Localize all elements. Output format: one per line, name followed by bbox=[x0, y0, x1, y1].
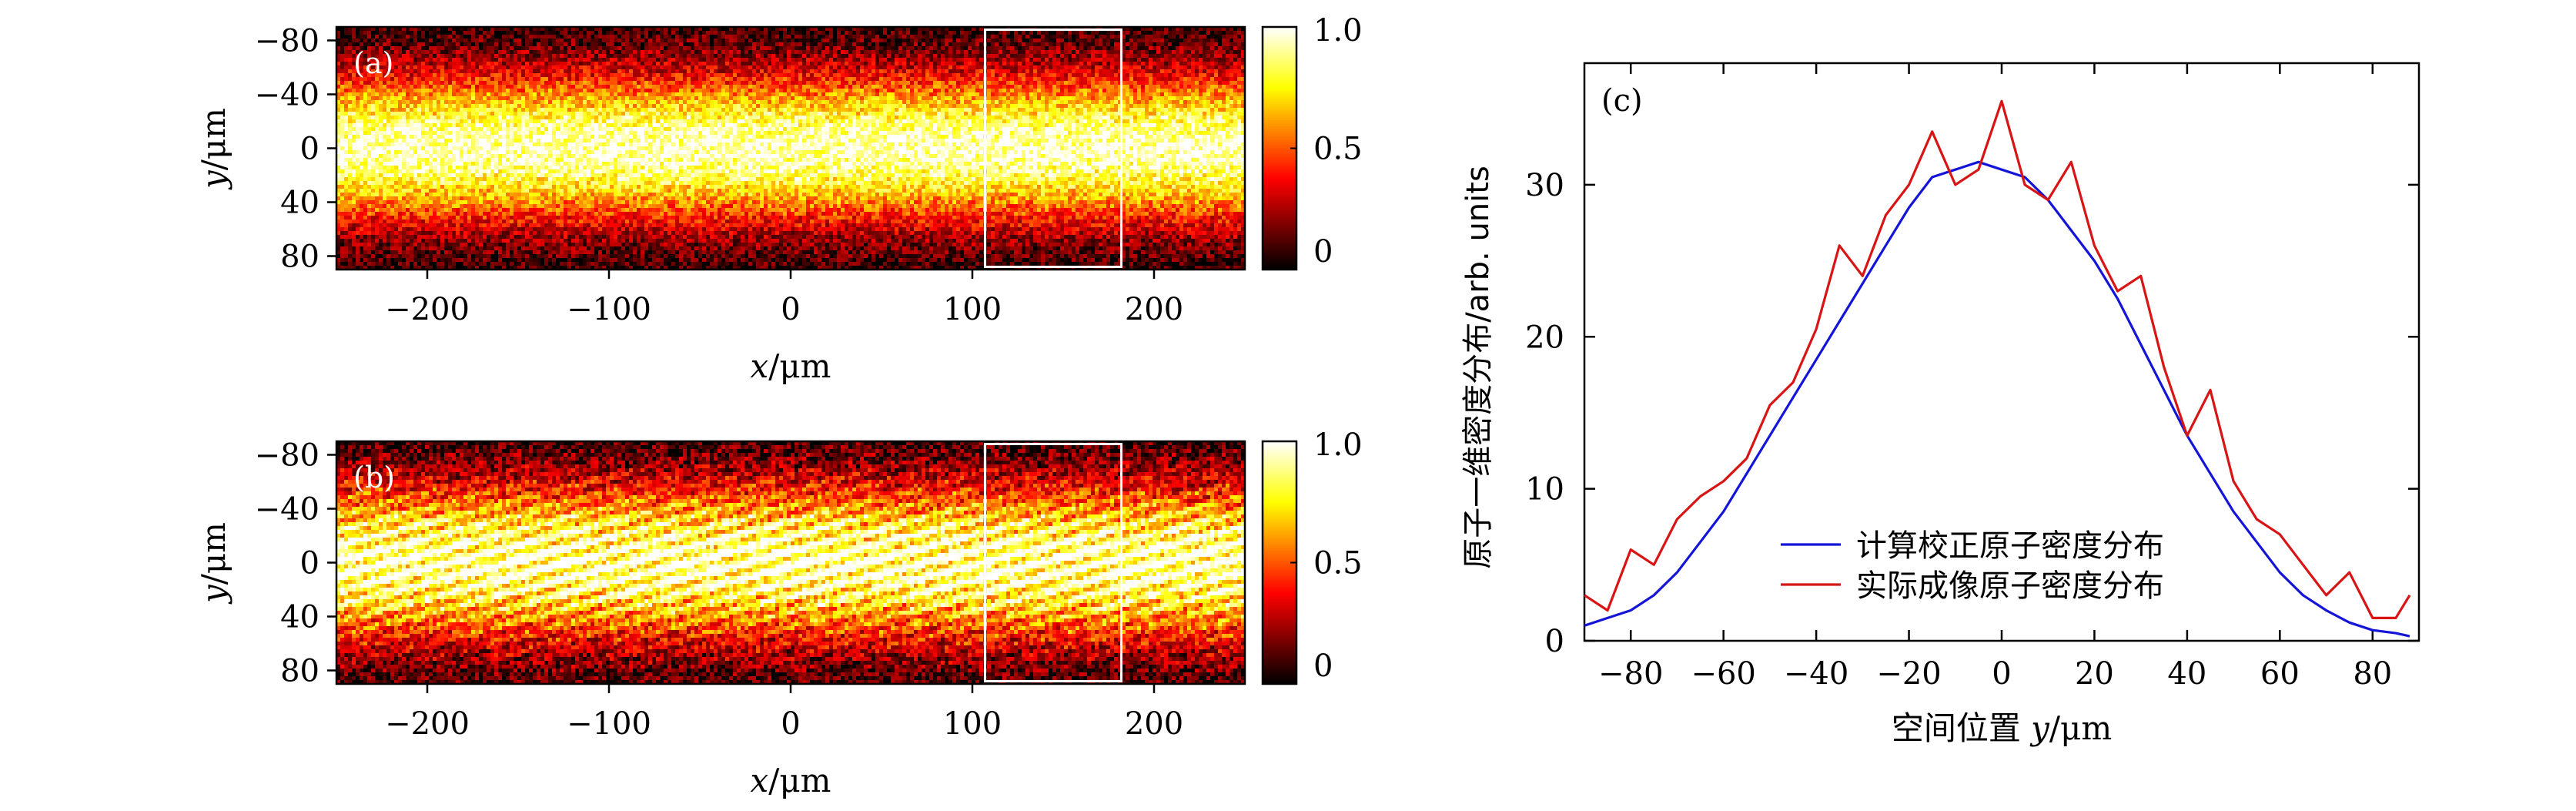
heatmap-panel-b: (b)−200 −100 0 100 200−80−4004080x/μmy/μm1.0… bbox=[195, 427, 1363, 799]
x-axis-unit: /μm bbox=[768, 347, 831, 385]
colorbar-tick-label: 0 bbox=[1313, 234, 1333, 270]
x-tick-label: −60 bbox=[1691, 656, 1755, 692]
y-axis-unit: /μm bbox=[195, 522, 233, 585]
x-tick-label: 20 bbox=[2075, 656, 2114, 692]
y-tick-label: 40 bbox=[280, 600, 319, 635]
y-tick-label: −40 bbox=[255, 492, 319, 528]
x-tick-label: −200 bbox=[385, 706, 470, 742]
x-axis-unit: /μm bbox=[2049, 709, 2112, 747]
y-axis-label: y/μm bbox=[195, 108, 233, 190]
series-line-2 bbox=[1584, 99, 2411, 619]
x-axis-label: x/μm bbox=[751, 347, 831, 385]
x-tick-label: −80 bbox=[1598, 656, 1663, 692]
panel-label: (c) bbox=[1601, 83, 1643, 119]
colorbar-tick-label: 1.0 bbox=[1313, 427, 1363, 463]
legend-label-1: 计算校正原子密度分布 bbox=[1856, 528, 2164, 564]
line-chart-panel-c: −80 −60 −40 −20 0 20 40 60 80 0 10 20 30 (c) 计算校正原子密度分… bbox=[1460, 62, 2420, 747]
panel-label: (a) bbox=[353, 46, 393, 80]
highlight-box bbox=[984, 28, 1123, 268]
colorbar bbox=[1263, 27, 1296, 270]
x-tick-label: 0 bbox=[781, 706, 800, 742]
x-tick-label: −100 bbox=[567, 292, 651, 327]
x-axis-var: x bbox=[751, 762, 769, 799]
y-tick-label: 10 bbox=[1525, 472, 1564, 508]
x-tick-label: 200 bbox=[1125, 706, 1183, 742]
x-tick-label: 200 bbox=[1125, 292, 1183, 327]
x-tick-label: 0 bbox=[1992, 656, 2011, 692]
y-tick-label: 80 bbox=[280, 240, 319, 275]
y-tick-label: 20 bbox=[1525, 320, 1564, 355]
colorbar-tick-label: 1.0 bbox=[1313, 13, 1363, 49]
x-tick-label: −100 bbox=[567, 706, 651, 742]
x-axis-text: 空间位置 bbox=[1892, 709, 2031, 747]
y-tick-label: 30 bbox=[1525, 168, 1564, 203]
x-tick-label: 40 bbox=[2167, 656, 2206, 692]
y-axis-unit: /μm bbox=[195, 108, 233, 170]
legend-label-2: 实际成像原子密度分布 bbox=[1856, 568, 2164, 604]
heatmap-cells bbox=[336, 441, 1246, 685]
y-tick-label: 0 bbox=[300, 546, 319, 581]
colorbar-tick-label: 0.5 bbox=[1313, 546, 1363, 581]
heatmap-cells bbox=[336, 27, 1246, 270]
colorbar-tick-label: 0.5 bbox=[1313, 132, 1363, 167]
x-tick-label: −200 bbox=[385, 292, 470, 327]
panel-label: (b) bbox=[353, 461, 395, 494]
y-axis-var: y bbox=[195, 169, 233, 190]
y-tick-label: −80 bbox=[255, 438, 319, 474]
x-tick-label: −40 bbox=[1784, 656, 1848, 692]
colorbar bbox=[1263, 441, 1296, 685]
x-axis-label: x/μm bbox=[751, 762, 831, 799]
highlight-box bbox=[984, 443, 1123, 682]
x-tick-label: 100 bbox=[943, 706, 1002, 742]
y-tick-label: −80 bbox=[255, 24, 319, 59]
y-tick-label: −40 bbox=[255, 78, 319, 113]
y-axis-label: y/μm bbox=[195, 522, 233, 605]
colorbar-tick-label: 0 bbox=[1313, 648, 1333, 684]
plot-frame bbox=[1583, 62, 2420, 642]
y-axis-label: 原子一维密度分布/arb. units bbox=[1460, 166, 1496, 569]
y-tick-label: 0 bbox=[1545, 624, 1564, 659]
series-line-1 bbox=[1584, 160, 2410, 638]
x-axis-unit: /μm bbox=[768, 762, 831, 799]
x-tick-label: 100 bbox=[943, 292, 1002, 327]
x-axis-var: y bbox=[2029, 709, 2050, 747]
y-tick-label: 40 bbox=[280, 186, 319, 221]
y-tick-label: 80 bbox=[280, 654, 319, 689]
heatmap-panel-a: (a)−200 −100 0 100 200−80−4004080x/μmy/μm1.0… bbox=[195, 13, 1363, 385]
x-axis-label: 空间位置 y/μm bbox=[1892, 709, 2112, 747]
x-tick-label: −20 bbox=[1876, 656, 1941, 692]
x-tick-label: 60 bbox=[2260, 656, 2300, 692]
y-axis-var: y bbox=[195, 584, 233, 605]
x-tick-label: 0 bbox=[781, 292, 800, 327]
y-tick-label: 0 bbox=[300, 132, 319, 167]
x-axis-var: x bbox=[751, 347, 769, 385]
x-tick-label: 80 bbox=[2353, 656, 2392, 692]
